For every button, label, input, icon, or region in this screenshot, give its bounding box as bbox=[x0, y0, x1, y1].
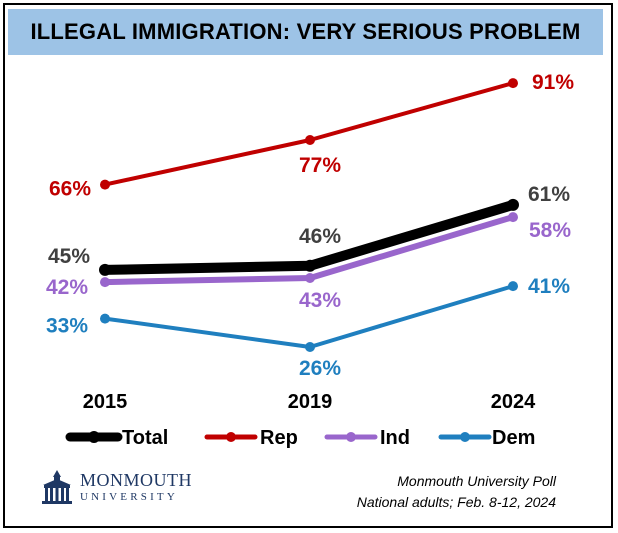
source-line-2: National adults; Feb. 8-12, 2024 bbox=[356, 494, 556, 510]
chart-title-bar: ILLEGAL IMMIGRATION: VERY SERIOUS PROBLE… bbox=[8, 9, 603, 55]
source-line-1: Monmouth University Poll bbox=[397, 473, 556, 489]
data-point-total-2019 bbox=[304, 259, 316, 272]
source-note: Monmouth University Poll National adults… bbox=[357, 471, 556, 513]
data-label-dem-2019: 26% bbox=[299, 357, 341, 380]
legend-marker-dem bbox=[460, 432, 470, 442]
logo-subname: UNIVERSITY bbox=[80, 491, 178, 503]
university-building-icon bbox=[42, 470, 72, 504]
data-label-ind-2015: 42% bbox=[46, 276, 88, 299]
data-point-rep-2019 bbox=[305, 135, 315, 145]
data-label-rep-2024: 91% bbox=[532, 71, 574, 94]
data-point-dem-2015 bbox=[100, 313, 110, 324]
data-point-total-2015 bbox=[99, 263, 111, 276]
data-label-rep-2015: 66% bbox=[49, 178, 91, 201]
data-label-total-2019: 46% bbox=[299, 225, 341, 248]
data-point-ind-2019 bbox=[305, 273, 315, 283]
x-tick-2015: 2015 bbox=[83, 391, 128, 413]
data-label-total-2015: 45% bbox=[48, 245, 90, 268]
chart-title: ILLEGAL IMMIGRATION: VERY SERIOUS PROBLE… bbox=[30, 19, 581, 44]
legend-label-rep: Rep bbox=[260, 427, 298, 449]
x-tick-2024: 2024 bbox=[491, 391, 536, 413]
data-label-dem-2024: 41% bbox=[528, 275, 570, 298]
data-point-total-2024 bbox=[507, 198, 519, 211]
x-tick-2019: 2019 bbox=[288, 391, 333, 413]
data-point-dem-2019 bbox=[305, 342, 315, 352]
data-point-ind-2015 bbox=[100, 277, 110, 288]
legend-marker-total bbox=[88, 431, 100, 443]
data-point-ind-2024 bbox=[508, 212, 518, 223]
legend-label-dem: Dem bbox=[492, 427, 535, 449]
data-label-rep-2019: 77% bbox=[299, 154, 341, 177]
data-label-ind-2024: 58% bbox=[529, 219, 571, 242]
legend-label-ind: Ind bbox=[380, 427, 410, 449]
monmouth-logo: MONMOUTH UNIVERSITY bbox=[40, 469, 192, 505]
data-label-ind-2019: 43% bbox=[299, 289, 341, 312]
data-point-rep-2024 bbox=[508, 78, 518, 89]
legend-label-total: Total bbox=[122, 427, 168, 449]
data-label-dem-2015: 33% bbox=[46, 315, 88, 338]
legend-marker-rep bbox=[226, 432, 236, 442]
logo-name: MONMOUTH bbox=[80, 470, 192, 490]
data-point-dem-2024 bbox=[508, 281, 518, 292]
legend-marker-ind bbox=[346, 432, 356, 442]
data-label-total-2024: 61% bbox=[528, 183, 570, 206]
data-point-rep-2015 bbox=[100, 179, 110, 190]
